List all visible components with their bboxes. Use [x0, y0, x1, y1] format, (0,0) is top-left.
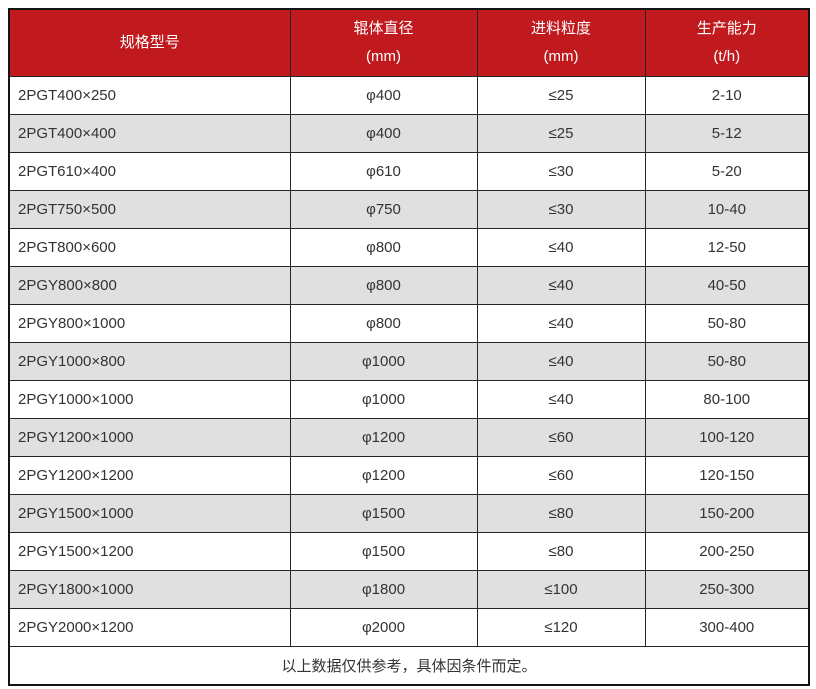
capacity-cell: 40-50 — [644, 266, 810, 305]
table-footer: 以上数据仅供参考，具体因条件而定。 — [8, 646, 810, 686]
model-cell: 2PGY800×1000 — [8, 304, 291, 343]
header-model: 规格型号 — [8, 8, 291, 77]
table-row: 2PGT400×400 φ400 ≤25 5-12 — [8, 114, 810, 153]
model-cell: 2PGY1200×1200 — [8, 456, 291, 495]
feed-size-cell: ≤40 — [476, 228, 646, 267]
diameter-cell: φ1800 — [289, 570, 478, 609]
capacity-cell: 12-50 — [644, 228, 810, 267]
table-row: 2PGT800×600 φ800 ≤40 12-50 — [8, 228, 810, 267]
capacity-cell: 10-40 — [644, 190, 810, 229]
footer-row: 以上数据仅供参考，具体因条件而定。 — [8, 646, 810, 686]
capacity-cell: 300-400 — [644, 608, 810, 647]
header-roller-diameter: 辊体直径 (mm) — [289, 8, 478, 77]
feed-size-cell: ≤60 — [476, 456, 646, 495]
table-row: 2PGT400×250 φ400 ≤25 2-10 — [8, 76, 810, 115]
header-feed-size-title: 进料粒度 — [530, 19, 591, 37]
diameter-cell: φ1500 — [289, 532, 478, 571]
header-capacity-title: 生产能力 — [696, 19, 757, 37]
diameter-cell: φ1000 — [289, 380, 478, 419]
table-row: 2PGT750×500 φ750 ≤30 10-40 — [8, 190, 810, 229]
header-roller-diameter-title: 辊体直径 — [353, 19, 414, 37]
header-capacity-unit: (t/h) — [713, 48, 741, 65]
table-row: 2PGY1500×1200 φ1500 ≤80 200-250 — [8, 532, 810, 571]
capacity-cell: 120-150 — [644, 456, 810, 495]
capacity-cell: 5-12 — [644, 114, 810, 153]
diameter-cell: φ800 — [289, 304, 478, 343]
model-cell: 2PGY1800×1000 — [8, 570, 291, 609]
feed-size-cell: ≤40 — [476, 266, 646, 305]
feed-size-cell: ≤30 — [476, 190, 646, 229]
header-capacity: 生产能力 (t/h) — [644, 8, 810, 77]
table-row: 2PGY800×1000 φ800 ≤40 50-80 — [8, 304, 810, 343]
feed-size-cell: ≤40 — [476, 342, 646, 381]
table-row: 2PGY1500×1000 φ1500 ≤80 150-200 — [8, 494, 810, 533]
feed-size-cell: ≤40 — [476, 380, 646, 419]
table-row: 2PGY800×800 φ800 ≤40 40-50 — [8, 266, 810, 305]
model-cell: 2PGY1000×1000 — [8, 380, 291, 419]
diameter-cell: φ1000 — [289, 342, 478, 381]
table-row: 2PGY1000×1000 φ1000 ≤40 80-100 — [8, 380, 810, 419]
footer-note: 以上数据仅供参考，具体因条件而定。 — [8, 646, 810, 686]
capacity-cell: 100-120 — [644, 418, 810, 457]
capacity-cell: 200-250 — [644, 532, 810, 571]
feed-size-cell: ≤30 — [476, 152, 646, 191]
capacity-cell: 150-200 — [644, 494, 810, 533]
model-cell: 2PGY800×800 — [8, 266, 291, 305]
capacity-cell: 5-20 — [644, 152, 810, 191]
diameter-cell: φ400 — [289, 114, 478, 153]
diameter-cell: φ400 — [289, 76, 478, 115]
header-model-title: 规格型号 — [119, 33, 180, 51]
capacity-cell: 50-80 — [644, 304, 810, 343]
feed-size-cell: ≤80 — [476, 532, 646, 571]
feed-size-cell: ≤25 — [476, 114, 646, 153]
capacity-cell: 250-300 — [644, 570, 810, 609]
model-cell: 2PGY1500×1200 — [8, 532, 291, 571]
table-row: 2PGY1200×1000 φ1200 ≤60 100-120 — [8, 418, 810, 457]
feed-size-cell: ≤100 — [476, 570, 646, 609]
model-cell: 2PGY1000×800 — [8, 342, 291, 381]
capacity-cell: 2-10 — [644, 76, 810, 115]
capacity-cell: 50-80 — [644, 342, 810, 381]
model-cell: 2PGY1200×1000 — [8, 418, 291, 457]
spec-table: 规格型号 辊体直径 (mm) 进料粒度 (mm) 生产能力 (t/h) — [8, 8, 810, 686]
diameter-cell: φ800 — [289, 228, 478, 267]
table-header: 规格型号 辊体直径 (mm) 进料粒度 (mm) 生产能力 (t/h) — [8, 8, 810, 77]
header-feed-size-unit: (mm) — [543, 48, 579, 65]
feed-size-cell: ≤25 — [476, 76, 646, 115]
table-body: 2PGT400×250 φ400 ≤25 2-10 2PGT400×400 φ4… — [8, 76, 810, 647]
feed-size-cell: ≤80 — [476, 494, 646, 533]
diameter-cell: φ750 — [289, 190, 478, 229]
table-row: 2PGT610×400 φ610 ≤30 5-20 — [8, 152, 810, 191]
header-row: 规格型号 辊体直径 (mm) 进料粒度 (mm) 生产能力 (t/h) — [8, 8, 810, 77]
diameter-cell: φ1500 — [289, 494, 478, 533]
diameter-cell: φ2000 — [289, 608, 478, 647]
spec-table-container: 规格型号 辊体直径 (mm) 进料粒度 (mm) 生产能力 (t/h) — [8, 8, 810, 686]
header-feed-size: 进料粒度 (mm) — [476, 8, 646, 77]
model-cell: 2PGT400×400 — [8, 114, 291, 153]
table-row: 2PGY1000×800 φ1000 ≤40 50-80 — [8, 342, 810, 381]
diameter-cell: φ1200 — [289, 456, 478, 495]
diameter-cell: φ1200 — [289, 418, 478, 457]
capacity-cell: 80-100 — [644, 380, 810, 419]
diameter-cell: φ800 — [289, 266, 478, 305]
table-row: 2PGY1200×1200 φ1200 ≤60 120-150 — [8, 456, 810, 495]
table-row: 2PGY2000×1200 φ2000 ≤120 300-400 — [8, 608, 810, 647]
feed-size-cell: ≤40 — [476, 304, 646, 343]
model-cell: 2PGT750×500 — [8, 190, 291, 229]
header-roller-diameter-unit: (mm) — [366, 48, 401, 65]
table-row: 2PGY1800×1000 φ1800 ≤100 250-300 — [8, 570, 810, 609]
model-cell: 2PGT400×250 — [8, 76, 291, 115]
model-cell: 2PGT800×600 — [8, 228, 291, 267]
feed-size-cell: ≤60 — [476, 418, 646, 457]
model-cell: 2PGT610×400 — [8, 152, 291, 191]
model-cell: 2PGY1500×1000 — [8, 494, 291, 533]
diameter-cell: φ610 — [289, 152, 478, 191]
feed-size-cell: ≤120 — [476, 608, 646, 647]
model-cell: 2PGY2000×1200 — [8, 608, 291, 647]
